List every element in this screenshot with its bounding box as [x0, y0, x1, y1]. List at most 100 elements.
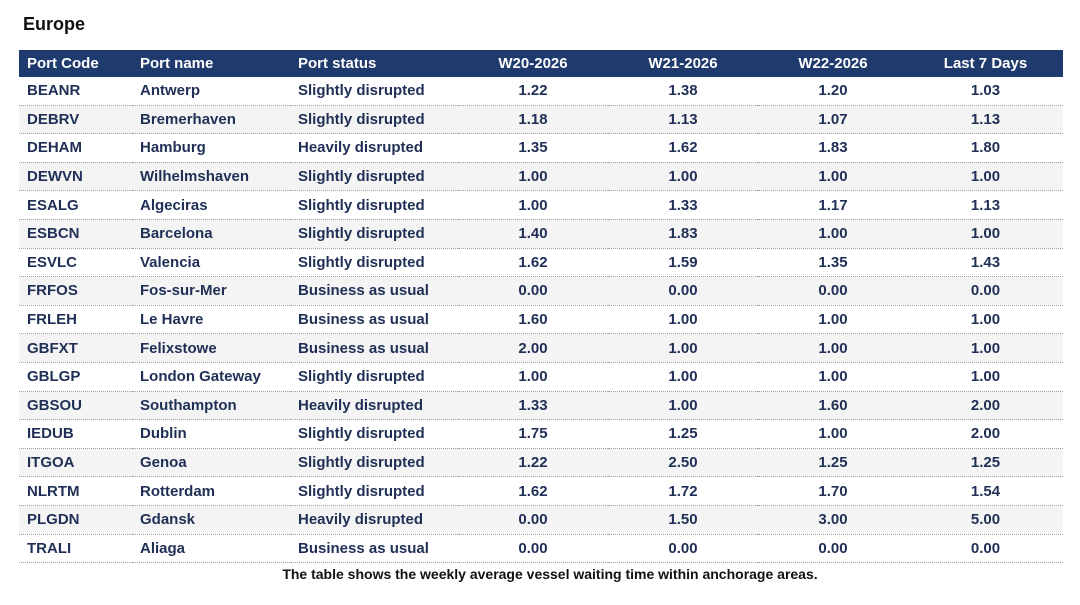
w20-cell: 1.40 — [458, 219, 608, 249]
w21-cell: 1.00 — [608, 305, 758, 335]
w20-cell: 1.62 — [458, 248, 608, 278]
w22-cell: 0.00 — [758, 534, 908, 564]
port-name-cell: Gdansk — [132, 505, 290, 535]
column-header-w22: W22-2026 — [758, 50, 908, 77]
w20-cell: 1.00 — [458, 162, 608, 192]
table-row: BEANR Antwerp Slightly disrupted 1.22 1.38 1.… — [19, 77, 1063, 106]
table-row: NLRTM Rotterdam Slightly disrupted 1.62 1.72… — [19, 476, 1063, 506]
last-7-days-cell: 1.00 — [908, 219, 1063, 249]
w21-cell: 1.50 — [608, 505, 758, 535]
port-status-cell: Business as usual — [290, 333, 458, 363]
port-name-cell: Barcelona — [132, 219, 290, 249]
port-code-cell: FRFOS — [19, 276, 132, 306]
w21-cell: 1.62 — [608, 133, 758, 163]
table-row: TRALI Aliaga Business as usual 0.00 0.00 0.00… — [19, 534, 1063, 564]
port-status-cell: Business as usual — [290, 276, 458, 306]
port-code-cell: DEBRV — [19, 105, 132, 135]
table-row: ESALG Algeciras Slightly disrupted 1.00 1.33… — [19, 190, 1063, 220]
table-row: PLGDN Gdansk Heavily disrupted 0.00 1.50 3.00… — [19, 505, 1063, 535]
last-7-days-cell: 1.43 — [908, 248, 1063, 278]
port-status-cell: Slightly disrupted — [290, 476, 458, 506]
port-code-cell: FRLEH — [19, 305, 132, 335]
w22-cell: 1.00 — [758, 362, 908, 392]
table-footnote: The table shows the weekly average vesse… — [282, 566, 818, 582]
last-7-days-cell: 2.00 — [908, 391, 1063, 421]
port-status-cell: Slightly disrupted — [290, 77, 458, 106]
table-row: FRLEH Le Havre Business as usual 1.60 1.00 1.… — [19, 305, 1063, 335]
last-7-days-cell: 0.00 — [908, 276, 1063, 306]
w22-cell: 1.00 — [758, 305, 908, 335]
port-code-cell: BEANR — [19, 77, 132, 106]
port-status-cell: Heavily disrupted — [290, 391, 458, 421]
port-name-cell: Le Havre — [132, 305, 290, 335]
port-name-cell: Algeciras — [132, 190, 290, 220]
port-status-cell: Slightly disrupted — [290, 190, 458, 220]
table-row: DEBRV Bremerhaven Slightly disrupted 1.18 1.… — [19, 105, 1063, 135]
last-7-days-cell: 0.00 — [908, 534, 1063, 564]
w22-cell: 1.00 — [758, 419, 908, 449]
w22-cell: 1.25 — [758, 448, 908, 478]
port-name-cell: Felixstowe — [132, 333, 290, 363]
w20-cell: 1.60 — [458, 305, 608, 335]
port-name-cell: Aliaga — [132, 534, 290, 564]
w21-cell: 1.59 — [608, 248, 758, 278]
table-row: GBLGP London Gateway Slightly disrupted 1.0… — [19, 362, 1063, 392]
w21-cell: 1.13 — [608, 105, 758, 135]
w21-cell: 1.25 — [608, 419, 758, 449]
port-name-cell: Hamburg — [132, 133, 290, 163]
port-code-cell: TRALI — [19, 534, 132, 564]
w21-cell: 1.00 — [608, 362, 758, 392]
column-header-port-status: Port status — [290, 50, 458, 77]
w21-cell: 0.00 — [608, 276, 758, 306]
table-header-row: Port Code Port name Port status W20-2026 W21… — [19, 50, 1063, 77]
w22-cell: 1.00 — [758, 219, 908, 249]
port-name-cell: Antwerp — [132, 77, 290, 106]
column-header-last-7-days: Last 7 Days — [908, 50, 1063, 77]
port-code-cell: DEWVN — [19, 162, 132, 192]
w22-cell: 1.00 — [758, 333, 908, 363]
w20-cell: 0.00 — [458, 534, 608, 564]
column-header-port-name: Port name — [132, 50, 290, 77]
table-row: DEWVN Wilhelmshaven Slightly disrupted 1.00… — [19, 162, 1063, 192]
port-name-cell: Genoa — [132, 448, 290, 478]
port-status-cell: Slightly disrupted — [290, 448, 458, 478]
port-status-cell: Heavily disrupted — [290, 505, 458, 535]
column-header-w21: W21-2026 — [608, 50, 758, 77]
w20-cell: 1.33 — [458, 391, 608, 421]
port-status-cell: Slightly disrupted — [290, 419, 458, 449]
port-name-cell: Valencia — [132, 248, 290, 278]
column-header-port-code: Port Code — [19, 50, 132, 77]
port-code-cell: PLGDN — [19, 505, 132, 535]
w20-cell: 1.18 — [458, 105, 608, 135]
table-row: GBFXT Felixstowe Business as usual 2.00 1.00… — [19, 333, 1063, 363]
w21-cell: 2.50 — [608, 448, 758, 478]
port-code-cell: IEDUB — [19, 419, 132, 449]
last-7-days-cell: 5.00 — [908, 505, 1063, 535]
column-header-w20: W20-2026 — [458, 50, 608, 77]
w20-cell: 1.62 — [458, 476, 608, 506]
w20-cell: 1.00 — [458, 190, 608, 220]
last-7-days-cell: 1.00 — [908, 362, 1063, 392]
port-code-cell: DEHAM — [19, 133, 132, 163]
w20-cell: 0.00 — [458, 276, 608, 306]
w22-cell: 1.17 — [758, 190, 908, 220]
port-code-cell: GBLGP — [19, 362, 132, 392]
port-name-cell: Rotterdam — [132, 476, 290, 506]
w21-cell: 0.00 — [608, 534, 758, 564]
port-status-cell: Slightly disrupted — [290, 105, 458, 135]
w21-cell: 1.33 — [608, 190, 758, 220]
table-row: DEHAM Hamburg Heavily disrupted 1.35 1.62 1.8… — [19, 133, 1063, 163]
last-7-days-cell: 1.13 — [908, 105, 1063, 135]
last-7-days-cell: 2.00 — [908, 419, 1063, 449]
w22-cell: 1.07 — [758, 105, 908, 135]
w21-cell: 1.72 — [608, 476, 758, 506]
port-name-cell: Bremerhaven — [132, 105, 290, 135]
port-name-cell: Southampton — [132, 391, 290, 421]
table-row: IEDUB Dublin Slightly disrupted 1.75 1.25 1.0… — [19, 419, 1063, 449]
w22-cell: 1.60 — [758, 391, 908, 421]
port-status-cell: Heavily disrupted — [290, 133, 458, 163]
last-7-days-cell: 1.25 — [908, 448, 1063, 478]
port-code-cell: GBSOU — [19, 391, 132, 421]
last-7-days-cell: 1.03 — [908, 77, 1063, 106]
